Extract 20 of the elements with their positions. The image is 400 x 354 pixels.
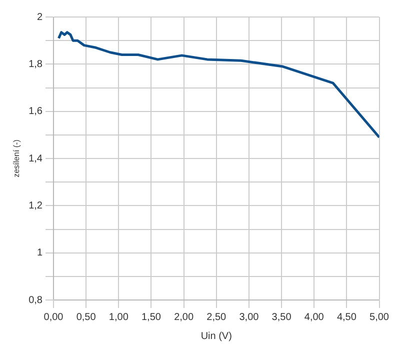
y-tick-label: 0,8 (28, 294, 43, 306)
x-tick-label: 1,50 (141, 312, 162, 323)
x-tick-label: 2,00 (174, 312, 194, 323)
x-tick-label: 3,00 (239, 312, 260, 323)
y-tick-label: 1 (36, 248, 43, 259)
x-tick-label: 2,50 (206, 312, 227, 323)
y-tick-label: 1,6 (28, 106, 43, 118)
y-tick-label: 1,2 (28, 200, 43, 212)
x-tick-label: 4,50 (336, 312, 357, 323)
y-tick-label: 1,4 (28, 153, 43, 164)
y-tick-label: 2 (36, 12, 43, 23)
x-tick-label: 4,00 (304, 312, 324, 323)
x-axis-title: Uin (V) (200, 330, 232, 342)
x-tick-label: 5,00 (370, 312, 390, 323)
x-tick-label: 0,00 (44, 312, 64, 323)
x-tick-label: 0,50 (76, 312, 96, 323)
y-tick-label: 1,8 (28, 58, 43, 70)
y-axis-title: zesílení (-) (12, 139, 22, 178)
x-tick-label: 3,50 (272, 312, 292, 323)
x-tick-label: 1,00 (108, 312, 129, 323)
